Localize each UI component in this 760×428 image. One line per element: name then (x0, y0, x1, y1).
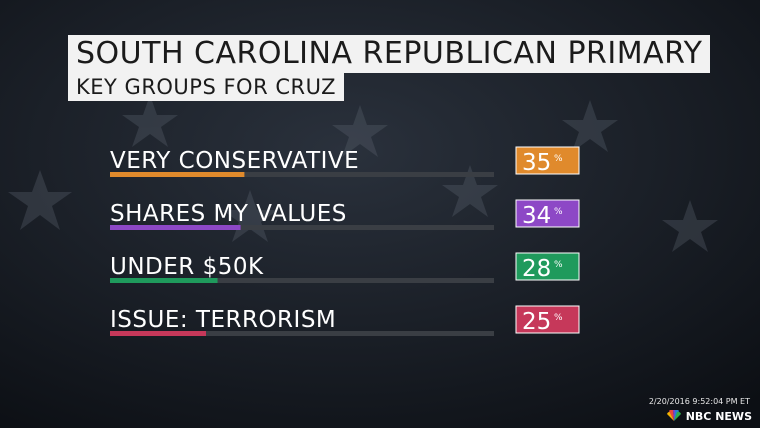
data-label: 35 (522, 150, 551, 176)
bar (110, 225, 241, 230)
bar (110, 172, 245, 177)
bar-track (110, 172, 494, 177)
network-name: NBC NEWS (685, 409, 752, 423)
category-label: VERY CONSERVATIVE (110, 148, 359, 174)
data-label: 28 (522, 256, 551, 282)
percent-sign: % (554, 260, 563, 270)
bar-track (110, 225, 494, 230)
peacock-icon (666, 410, 681, 421)
percent-sign: % (554, 313, 563, 323)
timestamp: 2/20/2016 9:52:04 PM ET (648, 397, 750, 406)
network-logo: NBC NEWS (665, 408, 752, 424)
category-label: ISSUE: TERRORISM (110, 307, 336, 333)
category-label: UNDER $50K (110, 254, 264, 280)
data-label: 34 (522, 203, 551, 229)
bar (110, 331, 206, 336)
percent-sign: % (554, 154, 563, 164)
value-badge (515, 252, 580, 281)
value-badge (515, 146, 580, 175)
chart-title: SOUTH CAROLINA REPUBLICAN PRIMARY (68, 35, 711, 73)
chart-subtitle: KEY GROUPS FOR CRUZ (68, 73, 344, 101)
percent-sign: % (554, 207, 563, 217)
data-label: 25 (522, 309, 551, 335)
category-label: SHARES MY VALUES (110, 201, 347, 227)
bar-track (110, 331, 494, 336)
value-badge (515, 199, 580, 228)
value-badge (515, 305, 580, 334)
bar-track (110, 278, 494, 283)
bar (110, 278, 218, 283)
